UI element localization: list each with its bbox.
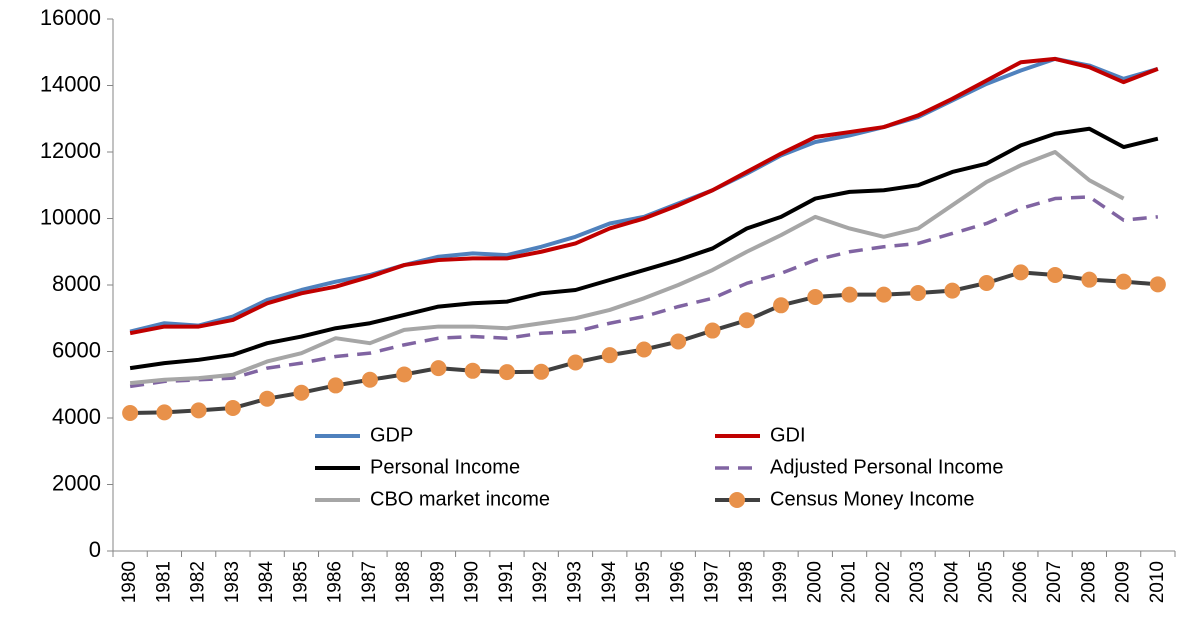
x-tick-label: 2000	[804, 561, 825, 603]
series-line	[129, 126, 1159, 371]
y-tick-label: 4000	[52, 404, 101, 429]
x-tick-label: 1992	[530, 561, 551, 603]
x-tick-label: 1997	[702, 561, 723, 603]
legend-item: Personal Income	[315, 456, 520, 478]
legend-label: Adjusted Personal Income	[770, 456, 1003, 478]
x-tick-label: 1986	[325, 561, 346, 603]
data-point	[430, 360, 447, 377]
data-point	[807, 288, 824, 305]
x-tick-label: 2001	[839, 561, 860, 603]
x-tick-label: 1991	[496, 561, 517, 603]
x-tick-label: 1995	[633, 561, 654, 603]
series-line	[129, 150, 1125, 386]
x-tick-label: 1981	[153, 561, 174, 603]
legend-label: CBO market income	[370, 488, 550, 510]
legend-item: GDI	[715, 424, 806, 446]
data-point	[190, 402, 207, 419]
y-tick-label: 0	[89, 537, 101, 562]
data-point	[464, 362, 481, 379]
x-tick-label: 1982	[188, 561, 209, 603]
x-tick-label: 1993	[564, 561, 585, 603]
legend-marker	[729, 492, 745, 508]
y-tick-label: 6000	[52, 337, 101, 362]
x-tick-label: 2002	[873, 561, 894, 603]
data-point	[875, 286, 892, 303]
x-tick-label: 1980	[119, 561, 140, 603]
data-point	[978, 275, 995, 292]
data-point	[738, 312, 755, 329]
data-point	[327, 377, 344, 394]
x-tick-label: 2010	[1147, 561, 1168, 603]
x-tick-label: 1998	[736, 561, 757, 603]
x-tick-label: 1989	[427, 561, 448, 603]
x-tick-label: 1990	[462, 561, 483, 603]
y-tick-label: 2000	[52, 470, 101, 495]
x-tick-label: 1983	[222, 561, 243, 603]
x-tick-label: 2009	[1113, 561, 1134, 603]
x-tick-label: 2007	[1044, 561, 1065, 603]
data-point	[773, 297, 790, 314]
data-point	[122, 405, 139, 422]
y-tick-label: 8000	[52, 271, 101, 296]
data-point	[1012, 264, 1029, 281]
x-tick-label: 2004	[941, 561, 962, 604]
data-point	[533, 363, 550, 380]
y-tick-label: 10000	[40, 204, 101, 229]
data-point	[1115, 273, 1132, 290]
legend-label: GDP	[370, 424, 413, 446]
data-point	[293, 384, 310, 401]
data-point	[1149, 276, 1166, 293]
data-point	[396, 366, 413, 383]
legend-item: GDP	[315, 424, 413, 446]
y-tick-label: 16000	[40, 5, 101, 30]
x-tick-label: 2005	[976, 561, 997, 603]
x-tick-label: 1994	[599, 561, 620, 604]
y-tick-label: 14000	[40, 71, 101, 96]
x-tick-label: 1984	[256, 561, 277, 604]
x-tick-label: 1988	[393, 561, 414, 603]
data-point	[601, 347, 618, 364]
data-point	[841, 286, 858, 303]
x-tick-label: 1985	[290, 561, 311, 603]
data-point	[498, 364, 515, 381]
x-tick-label: 1996	[667, 561, 688, 603]
legend-item: CBO market income	[315, 488, 550, 510]
data-point	[156, 404, 173, 421]
data-point	[1047, 267, 1064, 284]
legend-item: Census Money Income	[715, 488, 975, 510]
series-line	[129, 195, 1159, 389]
data-point	[361, 371, 378, 388]
series-line	[129, 56, 1159, 334]
data-point	[224, 400, 241, 417]
data-point	[704, 322, 721, 339]
y-tick-label: 12000	[40, 138, 101, 163]
x-tick-label: 2006	[1010, 561, 1031, 603]
data-point	[636, 341, 652, 358]
legend-label: Personal Income	[370, 456, 520, 478]
series-line	[129, 56, 1159, 336]
data-point	[670, 333, 687, 350]
x-tick-label: 1987	[359, 561, 380, 603]
data-point	[259, 390, 276, 407]
legend-label: Census Money Income	[770, 488, 975, 510]
data-point	[1081, 271, 1098, 288]
legend-label: GDI	[770, 424, 806, 446]
x-tick-label: 2003	[907, 561, 928, 603]
data-point	[567, 354, 584, 371]
data-point	[944, 282, 961, 299]
x-tick-label: 1999	[770, 561, 791, 603]
data-point	[910, 284, 927, 301]
legend-item: Adjusted Personal Income	[715, 456, 1003, 478]
x-tick-label: 2008	[1078, 561, 1099, 603]
